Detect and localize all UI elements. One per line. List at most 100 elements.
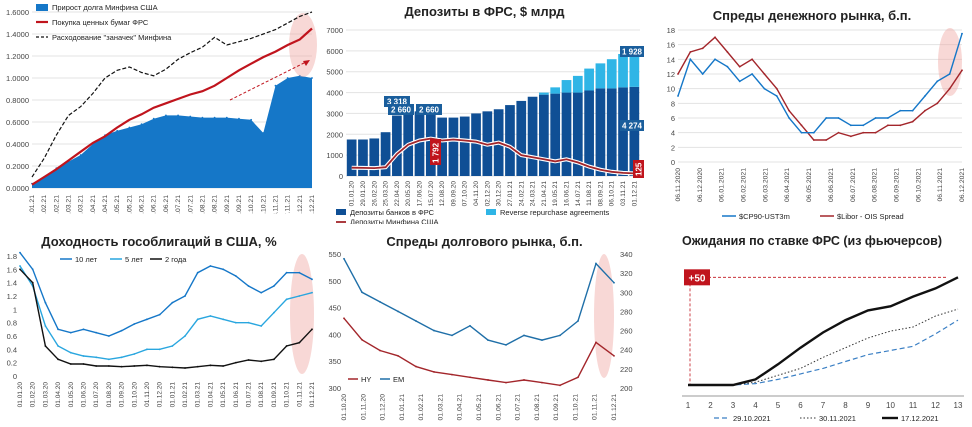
y-tick-label: 12 [667, 70, 675, 79]
x-tick-label: 01.07.20 [93, 382, 100, 408]
data-point [788, 117, 791, 119]
y-tick-label: 0.0000 [6, 184, 29, 193]
y-tick-label: 10 [667, 85, 675, 94]
data-point [936, 102, 939, 105]
x-tick-label: 06.10.21 [248, 195, 255, 214]
data-point [379, 300, 381, 303]
line-treasury-cash [31, 11, 313, 178]
y-tick-label: 0.4 [7, 345, 17, 354]
y-tick-label: 5000 [326, 68, 343, 77]
line-expectation-1 [688, 308, 959, 386]
legend-label: 17.12.2021 [901, 414, 939, 423]
annotation-label-box [388, 104, 414, 115]
x-tick-label: 26.02.20 [371, 181, 378, 207]
data-point [595, 262, 597, 265]
data-point [285, 345, 288, 347]
x-tick-label: 30.12.20 [496, 181, 503, 207]
data-point [812, 139, 815, 141]
data-point [158, 348, 161, 351]
x-tick-label: 12 [931, 401, 940, 410]
data-point [874, 131, 877, 134]
x-tick-label: 01.01.20 [349, 181, 356, 207]
data-point [469, 376, 471, 379]
x-tick-label: 21.04.21 [102, 195, 109, 214]
data-point [924, 95, 926, 97]
data-point [273, 358, 275, 361]
y-tick-label: 350 [328, 357, 341, 366]
panel-treasury-debt: 0.0000 0.2000 0.4000 0.6000 0.8000 1.0000 1.20… [0, 0, 318, 214]
data-point [158, 365, 161, 368]
annotation-label-box [620, 46, 644, 57]
bar-reverse-repo [595, 63, 606, 89]
x-tick-label: 22.04.20 [394, 181, 401, 207]
y-tick-label: 300 [620, 288, 633, 297]
bar-bank-deposits [392, 115, 402, 176]
x-tick-label: 10 [886, 401, 895, 410]
y-tick-label: 300 [328, 384, 341, 393]
legend-label: Прирост долга Минфина США [52, 3, 158, 12]
x-tick-label: 10.02.21 [41, 195, 48, 214]
data-point [196, 365, 199, 368]
data-point [738, 80, 741, 83]
data-point [273, 285, 275, 287]
chart-money-market-spreads: 0 2 4 6 8 10 12 14 16 18 06.11.2020 06.12.2020 06.01… [667, 26, 966, 221]
data-point [469, 324, 471, 327]
area-point [262, 132, 265, 134]
bar-bank-deposits [437, 117, 447, 176]
area-point [189, 115, 192, 118]
x-tick-label: 3 [731, 401, 736, 410]
chart-title: Депозиты в ФРС, $ млрд [404, 4, 565, 19]
bar-reverse-repo [618, 53, 628, 88]
data-point [298, 341, 301, 344]
x-tick-label: 19.05.21 [126, 195, 133, 214]
line-yield-1 [19, 265, 313, 361]
area-debt-growth [32, 75, 312, 188]
data-point [487, 339, 489, 342]
data-point [415, 320, 417, 322]
data-point [95, 356, 98, 359]
data-point [82, 328, 85, 331]
legend-label: 10 лет [75, 255, 98, 264]
data-point [361, 291, 363, 294]
x-tick-label: 01.10.20 [131, 382, 138, 408]
x-tick-label: 01.09.20 [119, 382, 126, 408]
bar-bank-deposits [595, 88, 606, 176]
data-point [899, 109, 902, 112]
area-point [225, 116, 228, 119]
data-point [19, 251, 21, 254]
x-tick-label: 01.03.21 [195, 382, 202, 408]
data-point [19, 268, 21, 271]
legend-label: Расходование "заначек" Минфина [52, 33, 172, 42]
y-tick-label: 2000 [326, 130, 343, 139]
bar-reverse-repo [629, 46, 640, 87]
annotation-label: 125 [635, 162, 644, 176]
annotation-label: 4 274 [622, 122, 643, 131]
data-point [541, 381, 543, 384]
x-tick-label: 01.08.21 [258, 382, 265, 408]
data-point [763, 87, 766, 90]
x-tick-label: 15.12.21 [309, 195, 316, 214]
line-treasury-deposits [351, 137, 635, 175]
data-point [911, 120, 914, 123]
bar-bank-deposits [414, 111, 425, 176]
bar-reverse-repo [572, 75, 583, 93]
data-point [825, 117, 828, 119]
x-tick-label: 01.11.21 [296, 382, 303, 407]
data-point [397, 354, 399, 357]
y-tick-label: 340 [620, 250, 633, 259]
x-tick-label: 01.07.21 [515, 394, 522, 421]
x-tick-label: 5 [776, 401, 781, 410]
bar-bank-deposits [606, 88, 617, 176]
x-tick-label: 27.01.21 [507, 181, 514, 207]
data-point [298, 295, 301, 297]
x-tick-label: 06.02.2021 [741, 168, 748, 202]
x-tick-label: 06.05.2021 [806, 168, 813, 202]
y-tick-label: 450 [328, 304, 341, 313]
x-tick-label: 07.10.20 [462, 181, 469, 207]
x-tick-label: 06.12.2021 [959, 168, 966, 202]
data-point [311, 291, 313, 294]
x-tick-label: 01.12.20 [380, 394, 387, 421]
data-point [69, 351, 72, 354]
data-point [689, 58, 692, 61]
